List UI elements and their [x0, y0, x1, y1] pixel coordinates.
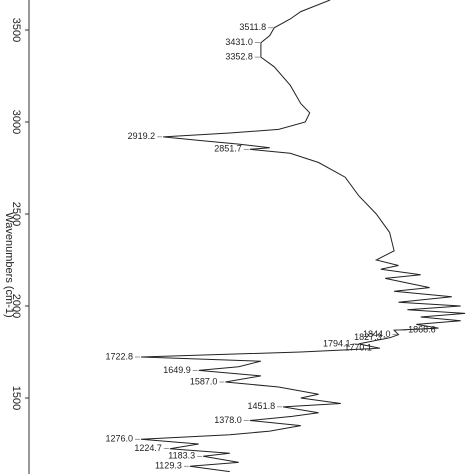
peak-label: 1770.1: [344, 343, 372, 353]
peak-label: 2919.2: [128, 131, 156, 141]
peak-label: 1844.0: [363, 329, 391, 339]
x-tick-label: 1500: [10, 386, 22, 410]
peak-label: 1276.0: [105, 434, 133, 444]
peak-label: 1224.7: [134, 443, 162, 453]
peak-label: 1722.8: [105, 351, 133, 361]
x-tick-label: 2000: [10, 294, 22, 318]
x-tick-label: 2500: [10, 202, 22, 226]
x-tick-label: 3000: [10, 110, 22, 134]
peak-label: 1129.3: [155, 461, 182, 471]
peak-label: 3511.8: [239, 22, 266, 32]
peak-label: 1587.0: [190, 376, 218, 386]
peak-label: 1827.3: [354, 332, 382, 342]
peak-label: 1183.3: [168, 451, 195, 461]
peak-label: 1649.9: [163, 365, 191, 375]
peak-label: 1794.1: [323, 338, 351, 348]
peak-label: 3352.8: [225, 51, 253, 61]
peak-label: 1451.8: [248, 401, 276, 411]
x-tick-label: 3500: [10, 18, 22, 42]
peak-label: 1378.0: [214, 415, 242, 425]
spectrum-line: [140, 0, 466, 473]
peak-label: 2851.7: [214, 144, 242, 154]
peak-label: 3431.0: [225, 37, 253, 47]
peak-label: 1868.6: [408, 325, 436, 335]
axis-label: Wavenumbers (cm-1): [3, 212, 15, 317]
